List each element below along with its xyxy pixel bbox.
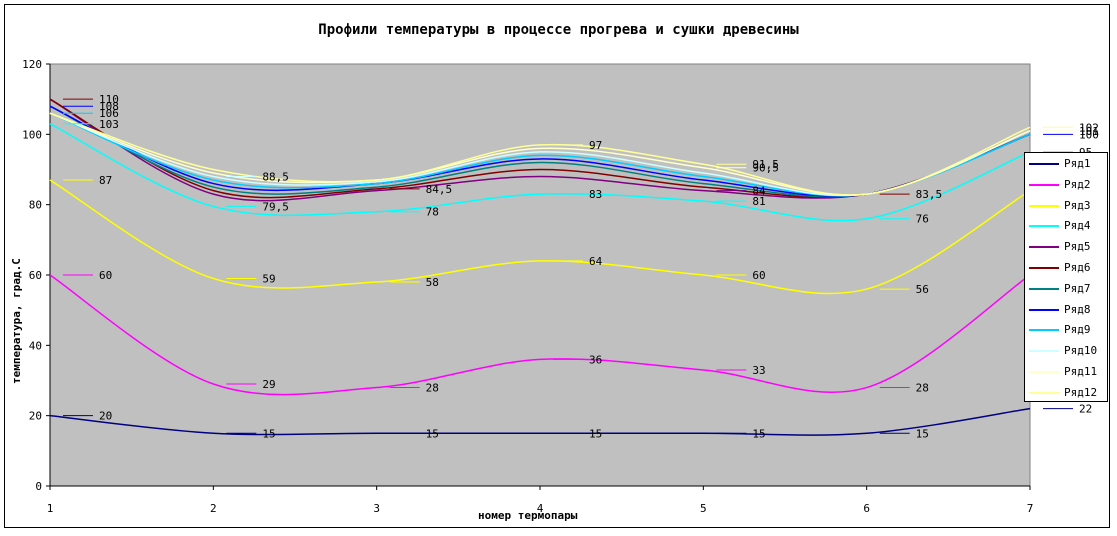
series-line-3 — [49, 179, 1031, 295]
legend-label: Ряд11 — [1064, 365, 1098, 378]
legend-item: Ряд12 — [1025, 382, 1109, 403]
legend-swatch — [1029, 329, 1059, 332]
data-label: 15 — [262, 427, 275, 440]
legend-item: Ряд5 — [1025, 236, 1109, 257]
y-tick-label: 80 — [29, 199, 42, 212]
legend-item: Ряд11 — [1025, 361, 1109, 382]
data-label: 56 — [916, 283, 929, 296]
data-label: 28 — [916, 382, 929, 395]
legend-item: Ряд3 — [1025, 195, 1109, 216]
data-label: 108 — [99, 100, 119, 113]
legend-item: Ряд7 — [1025, 278, 1109, 299]
data-label: 76 — [916, 213, 929, 226]
legend-label: Ряд2 — [1064, 177, 1091, 191]
x-axis-label: номер термопары — [478, 509, 578, 522]
legend-label: Ряд12 — [1064, 385, 1098, 399]
legend-label: Ряд1 — [1064, 157, 1091, 170]
legend-label: Ряд4 — [1064, 219, 1091, 233]
legend-label: Ряд3 — [1064, 198, 1091, 212]
data-label: 103 — [99, 118, 119, 131]
data-label: 106 — [99, 107, 119, 120]
x-tick-label: 4 — [537, 502, 544, 515]
data-label: 101 — [1079, 125, 1099, 138]
data-label: 64 — [589, 255, 603, 268]
data-label: 81 — [752, 195, 765, 208]
data-label: 60 — [752, 269, 765, 282]
data-label: 33 — [752, 364, 765, 377]
x-tick-label: 1 — [47, 502, 54, 515]
legend-item: Ряд9 — [1025, 319, 1109, 340]
data-label: 79,5 — [262, 200, 289, 213]
legend-swatch — [1029, 287, 1059, 290]
data-label: 15 — [916, 427, 929, 440]
legend-swatch — [1029, 183, 1059, 186]
data-label: 102 — [1079, 121, 1099, 134]
legend-swatch — [1029, 246, 1059, 249]
legend: Ряд1 Ряд2 Ряд3 Ряд4 Ряд5 Ряд6 Ряд7 Ряд8 Ряд9 Ряд1… — [1024, 152, 1108, 402]
legend-item: Ряд2 — [1025, 174, 1109, 195]
legend-label: Ряд9 — [1064, 323, 1091, 337]
x-tick-label: 6 — [863, 502, 870, 515]
data-label: 36 — [589, 353, 602, 366]
x-tick-label: 7 — [1027, 502, 1034, 515]
data-label: 15 — [426, 427, 439, 440]
legend-item: Ряд6 — [1025, 257, 1109, 278]
legend-label: Ряд8 — [1064, 302, 1091, 316]
data-label: 90,5 — [752, 162, 779, 175]
data-label: 100 — [1079, 128, 1099, 141]
legend-label: Ряд7 — [1064, 281, 1091, 295]
legend-item: Ряд8 — [1025, 299, 1109, 320]
legend-label: Ряд6 — [1064, 261, 1091, 274]
legend-swatch — [1029, 267, 1059, 269]
x-tick-label: 2 — [210, 502, 217, 515]
legend-label: Ряд5 — [1064, 240, 1091, 254]
data-label: 83 — [589, 188, 602, 201]
legend-swatch — [1029, 350, 1059, 353]
y-tick-label: 20 — [29, 410, 42, 423]
y-tick-label: 60 — [29, 269, 42, 282]
series-line-2 — [49, 274, 1031, 396]
series-line-4 — [49, 123, 1031, 222]
data-label: 29 — [262, 378, 275, 391]
data-label: 83,5 — [916, 188, 943, 201]
data-label: 110 — [99, 93, 119, 106]
legend-swatch — [1029, 163, 1059, 165]
legend-item: Ряд1 — [1025, 153, 1109, 174]
data-label: 59 — [262, 273, 275, 286]
legend-swatch — [1029, 391, 1059, 394]
data-label: 20 — [99, 410, 112, 423]
legend-label: Ряд10 — [1064, 344, 1098, 358]
legend-item: Ряд10 — [1025, 340, 1109, 361]
legend-swatch — [1029, 225, 1059, 228]
legend-item: Ряд4 — [1025, 215, 1109, 236]
x-tick-label: 5 — [700, 502, 707, 515]
y-tick-label: 100 — [22, 128, 42, 141]
data-label: 58 — [426, 276, 439, 289]
data-label: 78 — [426, 206, 439, 219]
series-line-1 — [49, 407, 1031, 436]
x-tick-label: 3 — [373, 502, 380, 515]
legend-swatch — [1029, 204, 1059, 207]
data-label: 15 — [752, 427, 765, 440]
data-label: 97 — [589, 139, 602, 152]
data-label: 22 — [1079, 403, 1092, 416]
data-label: 84,5 — [426, 183, 453, 196]
series-line-12 — [49, 112, 1031, 196]
y-tick-label: 120 — [22, 58, 42, 71]
data-label: 87 — [99, 174, 112, 187]
data-label: 15 — [589, 427, 602, 440]
plot-area — [49, 63, 1031, 487]
legend-swatch — [1029, 308, 1059, 311]
chart-title: Профили температуры в процессе прогрева … — [318, 22, 799, 38]
y-tick-label: 40 — [29, 339, 42, 352]
data-label: 88,5 — [262, 171, 289, 184]
legend-swatch — [1029, 371, 1059, 373]
y-tick-label: 0 — [35, 480, 42, 493]
data-label: 91,5 — [752, 158, 779, 171]
data-label: 84 — [752, 185, 766, 198]
data-label: 28 — [426, 382, 439, 395]
data-label: 60 — [99, 269, 112, 282]
